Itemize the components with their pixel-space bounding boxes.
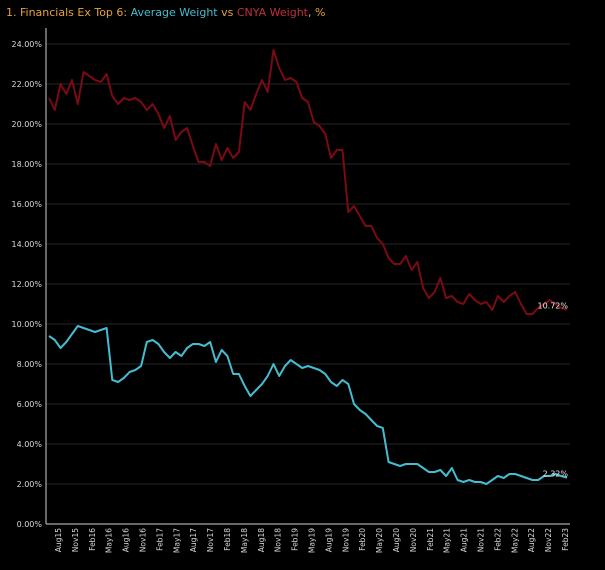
x-tick-label: Feb20 (358, 528, 367, 551)
x-tick-label: Nov18 (274, 528, 283, 552)
y-tick-label: 6.00% (17, 400, 43, 409)
end-label-cnya-weight: 10.72% (537, 302, 568, 311)
series-line-average-weight (49, 326, 567, 484)
x-tick-label: Nov21 (477, 528, 486, 552)
x-tick-label: Nov19 (341, 528, 350, 552)
x-tick-label: Aug16 (122, 528, 131, 552)
y-tick-label: 22.00% (11, 80, 42, 89)
title-series-average: Average Weight (131, 6, 218, 19)
y-tick-label: 14.00% (11, 240, 42, 249)
x-tick-label: May19 (308, 528, 317, 553)
x-tick-label: Feb17 (155, 528, 164, 551)
x-tick-label: Aug22 (527, 528, 536, 552)
x-tick-label: May16 (105, 528, 114, 553)
x-tick-label: May21 (443, 528, 452, 553)
x-tick-label: Nov20 (409, 528, 418, 552)
series-line-cnya-weight (49, 50, 567, 314)
x-tick-label: Nov22 (544, 528, 553, 552)
y-tick-label: 18.00% (11, 160, 42, 169)
title-series-cnya: CNYA Weight (237, 6, 308, 19)
x-tick-label: Aug18 (257, 528, 266, 552)
x-tick-label: Aug21 (460, 528, 469, 552)
x-tick-label: May20 (375, 528, 384, 553)
chart-title: 1. Financials Ex Top 6: Average Weight v… (6, 6, 325, 19)
x-tick-label: Nov17 (206, 528, 215, 552)
y-tick-label: 20.00% (11, 120, 42, 129)
x-tick-label: Nov15 (71, 528, 80, 552)
y-tick-label: 2.00% (17, 480, 43, 489)
y-tick-label: 4.00% (17, 440, 43, 449)
x-tick-label: Aug15 (54, 528, 63, 552)
x-tick-label: May18 (240, 528, 249, 553)
x-tick-label: Feb19 (291, 528, 300, 551)
x-tick-label: Nov16 (139, 528, 148, 552)
y-tick-label: 12.00% (11, 280, 42, 289)
x-tick-label: Feb22 (493, 528, 502, 551)
x-tick-label: Feb21 (426, 528, 435, 551)
end-label-average-weight: 2.32% (543, 470, 569, 479)
x-tick-label: Aug20 (392, 528, 401, 552)
x-tick-label: May17 (172, 528, 181, 553)
y-tick-label: 10.00% (11, 320, 42, 329)
x-tick-label: Aug17 (189, 528, 198, 552)
x-tick-label: May22 (510, 528, 519, 553)
y-tick-label: 16.00% (11, 200, 42, 209)
title-suffix: , % (308, 6, 325, 19)
title-vs: vs (221, 6, 233, 19)
x-tick-label: Aug19 (324, 528, 333, 552)
x-tick-label: Feb18 (223, 528, 232, 551)
x-tick-label: Feb16 (88, 528, 97, 551)
y-tick-label: 8.00% (17, 360, 43, 369)
x-tick-label: Feb23 (561, 528, 570, 551)
y-tick-label: 0.00% (17, 520, 43, 529)
title-prefix: 1. Financials Ex Top 6: (6, 6, 127, 19)
y-tick-label: 24.00% (11, 40, 42, 49)
